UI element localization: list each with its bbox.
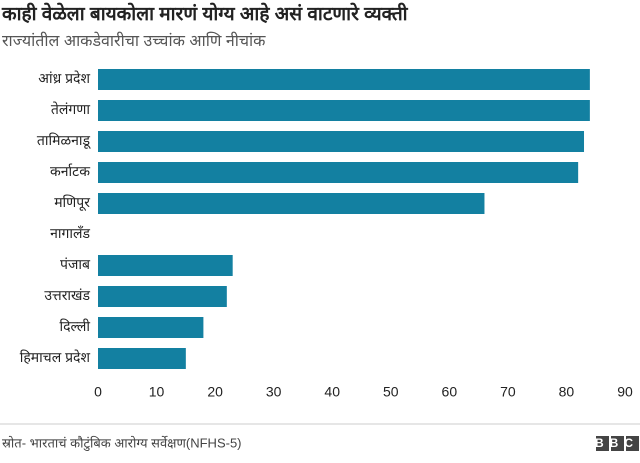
- logo-boxes: [596, 436, 639, 451]
- y-tick-label: उत्तराखंड: [44, 287, 90, 303]
- x-tick-label: 90: [617, 384, 633, 400]
- chart-title: काही वेळेला बायकोला मारणं योग्य आहे असं …: [1, 2, 409, 25]
- y-tick-label: तेलंगणा: [51, 101, 90, 117]
- x-tick-label: 50: [383, 384, 399, 400]
- bar: [98, 193, 485, 214]
- y-tick-label: पंजाब: [60, 256, 91, 272]
- y-tick-label: नागालँड: [50, 225, 90, 241]
- bar: [98, 100, 590, 121]
- bar: [98, 317, 204, 338]
- x-tick-label: 0: [94, 384, 102, 400]
- y-tick-label: तामिळनाडू: [37, 132, 91, 149]
- logo: BBC: [595, 436, 639, 450]
- x-tick-label: 80: [559, 384, 575, 400]
- x-tick-label: 70: [500, 384, 516, 400]
- x-tick-label: 30: [266, 384, 282, 400]
- y-tick-label: मणिपूर: [54, 194, 90, 211]
- x-tick-label: 20: [207, 384, 223, 400]
- y-tick-label: कर्नाटक: [50, 163, 90, 179]
- bar: [98, 286, 227, 307]
- x-tick-label: 40: [324, 384, 340, 400]
- y-tick-label: हिमाचल प्रदेश: [20, 349, 91, 365]
- bar: [98, 348, 186, 369]
- y-tick-label: आंध्र प्रदेश: [38, 70, 90, 86]
- x-tick-label: 10: [149, 384, 165, 400]
- chart-subtitle: राज्यांतील आकडेवारीचा उच्चांक आणि नीचांक: [2, 31, 266, 50]
- bar: [98, 69, 590, 90]
- bar: [98, 255, 233, 276]
- y-tick-label: दिल्ली: [60, 318, 91, 334]
- bar: [98, 131, 585, 152]
- bar: [98, 162, 579, 183]
- source: स्रोत- भारताचं कौटुंबिक आरोग्य सर्वेक्षण…: [2, 435, 242, 451]
- x-tick-label: 60: [442, 384, 458, 400]
